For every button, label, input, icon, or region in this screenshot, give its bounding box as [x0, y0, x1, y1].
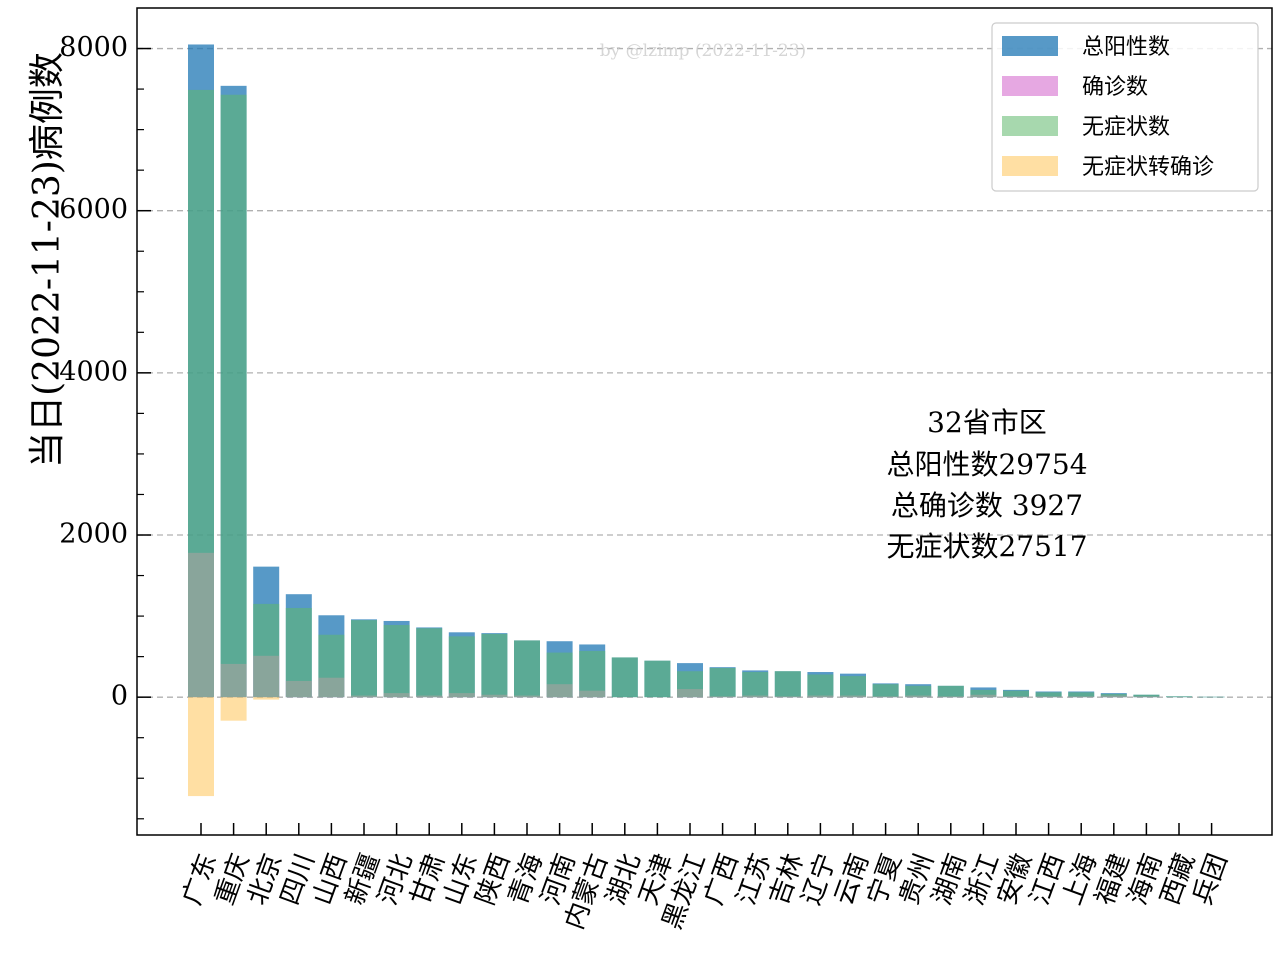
bar-asym-to-confirmed-2: [253, 697, 280, 700]
bar-asymptomatic-8: [448, 636, 475, 698]
bar-asym-to-confirmed-0: [188, 697, 214, 797]
ticks-layer: 0 2000 4000 6000 8000: [59, 32, 1213, 835]
bar-asymptomatic-18: [774, 671, 801, 698]
annotation-line-1: 32省市区: [927, 406, 1047, 439]
bar-asymptomatic-22: [905, 685, 932, 698]
bar-asymptomatic-5: [351, 620, 377, 698]
bar-asymptomatic-3: [285, 607, 312, 698]
bar-asymptomatic-27: [1068, 692, 1095, 698]
bar-asymptomatic-26: [1035, 692, 1062, 698]
bar-asymptomatic-21: [872, 684, 899, 698]
bar-asymptomatic-20: [840, 676, 866, 698]
bar-asymptomatic-24: [970, 689, 997, 698]
bar-asymptomatic-9: [481, 633, 508, 698]
bar-asymptomatic-10: [514, 640, 540, 698]
bar-asymptomatic-1: [220, 94, 247, 698]
bar-asymptomatic-14: [644, 660, 671, 698]
watermark: by @lzimp (2022-11-23): [600, 41, 806, 61]
bar-asymptomatic-2: [253, 603, 280, 698]
legend: 总阳性数 确诊数 无症状数 无症状转确诊: [991, 22, 1259, 192]
legend-box: [991, 22, 1259, 192]
bar-asymptomatic-31: [1198, 696, 1225, 698]
annotation-line-3: 总确诊数 3927: [891, 489, 1083, 522]
legend-label-total-positive: 总阳性数: [1082, 35, 1170, 60]
legend-swatch-confirmed: [1002, 76, 1058, 96]
bar-asymptomatic-12: [579, 650, 606, 698]
bar-asymptomatic-29: [1133, 694, 1160, 698]
legend-swatch-total-positive: [1002, 36, 1058, 56]
annotation-line-2: 总阳性数29754: [886, 448, 1087, 481]
bar-asymptomatic-13: [611, 657, 638, 698]
y-tick-label-8000: 8000: [59, 32, 128, 63]
bar-asymptomatic-0: [188, 89, 214, 698]
legend-label-asym-to-confirmed: 无症状转确诊: [1082, 155, 1214, 180]
bars-layer: [188, 44, 1225, 797]
y-tick-label-2000: 2000: [59, 519, 128, 550]
bar-asymptomatic-23: [937, 685, 964, 698]
legend-swatch-asymptomatic: [1002, 116, 1058, 136]
plot-frame: [136, 7, 1273, 836]
y-axis-label: 当日(2022-11-23)病例数: [27, 52, 68, 468]
bar-asymptomatic-25: [1003, 690, 1029, 698]
legend-swatch-asym-to-confirmed: [1002, 156, 1058, 176]
legend-label-asymptomatic: 无症状数: [1082, 115, 1170, 140]
bar-asymptomatic-11: [546, 652, 573, 698]
bar-asymptomatic-17: [742, 672, 769, 698]
bar-asymptomatic-19: [807, 674, 834, 698]
bar-asymptomatic-6: [383, 625, 410, 698]
y-tick-label-4000: 4000: [59, 356, 128, 387]
bar-asymptomatic-16: [709, 667, 736, 698]
bar-asymptomatic-4: [318, 634, 345, 698]
bar-asymptomatic-15: [677, 671, 703, 698]
y-tick-label-6000: 6000: [59, 194, 128, 225]
legend-label-confirmed: 确诊数: [1082, 75, 1148, 100]
bar-asymptomatic-30: [1166, 696, 1192, 698]
bar-asym-to-confirmed-1: [220, 697, 247, 721]
bar-asymptomatic-7: [416, 628, 443, 698]
y-tick-label-0: 0: [111, 681, 128, 712]
summary-annotation: 32省市区 总阳性数29754 总确诊数 3927 无症状数27517: [886, 406, 1087, 563]
x-tick-labels: 广东重庆北京四川山西新疆河北甘肃山东陕西青海河南内蒙古湖北天津黑龙江广西江苏吉林…: [177, 850, 1234, 934]
bar-asymptomatic-28: [1100, 693, 1127, 698]
annotation-line-4: 无症状数27517: [886, 530, 1087, 563]
